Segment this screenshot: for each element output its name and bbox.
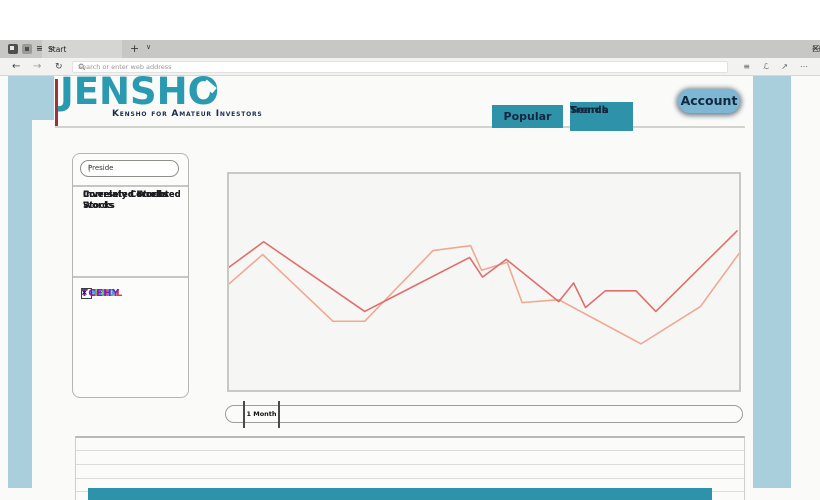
checkbox-tcehy[interactable] [81, 287, 92, 299]
address-bar[interactable]: Search or enter web address [72, 61, 728, 73]
minimize-button[interactable]: — [812, 44, 820, 54]
maximize-button[interactable]: □ [812, 44, 820, 54]
remove-ticker-icon[interactable]: × [81, 288, 88, 298]
jensho-logo: JENSHO [60, 71, 219, 113]
set-aside-tabs-icon[interactable] [8, 44, 18, 54]
logo-text: JENSH [60, 70, 188, 113]
search-trends-line2: Trends [570, 105, 608, 116]
menu-item-inversely-correlated-words[interactable]: Inversely Correlated Words [83, 190, 181, 211]
table-row-divider [76, 464, 744, 466]
close-window-button[interactable]: × [812, 44, 820, 54]
correlation-chart [227, 172, 741, 392]
chart-line-googl [229, 230, 738, 313]
menu-item-correlated-words[interactable]: Correlated Words [83, 190, 167, 200]
menu-item-inversely-correlated-stocks[interactable]: Inversely Correlated Stocks [83, 190, 181, 211]
reading-view-icon[interactable]: ≡ [743, 62, 750, 71]
slider-handle-right[interactable] [278, 401, 280, 428]
left-blue-strip-top [32, 76, 54, 120]
stock-search-input[interactable]: Preside | [80, 160, 179, 177]
ticker-symbol: GOOGL [81, 287, 123, 299]
more-options-icon[interactable]: ⋯ [800, 62, 808, 71]
search-trends-line1: Search [570, 105, 609, 116]
tab-title: Start [48, 44, 67, 54]
header-divider [55, 126, 745, 128]
slider-handle-left[interactable] [243, 401, 245, 428]
account-button[interactable]: Account [678, 89, 740, 113]
refresh-button[interactable]: ↻ [55, 62, 63, 72]
panel-divider [73, 276, 188, 278]
ticker-symbol: TCEHY [81, 287, 120, 299]
time-range-slider[interactable]: 1 Month [225, 401, 743, 428]
search-trends-button[interactable]: Search Trends [570, 102, 633, 131]
share-icon[interactable]: ↗ [781, 62, 788, 71]
menu-item-correlated-stocks[interactable]: Correlated Stocks [83, 190, 169, 200]
left-blue-strip [8, 76, 32, 488]
search-icon [78, 63, 86, 71]
ticker-symbol: YHOO [81, 287, 116, 299]
address-placeholder: Search or enter web address [78, 63, 172, 71]
bottom-teal-bar [88, 488, 712, 500]
browser-tab-start[interactable]: Start × [42, 40, 122, 58]
right-blue-strip [753, 76, 791, 488]
page-content: JENSHO Kensho for Amateur Investors Popu… [0, 71, 820, 500]
logo-o: O [187, 70, 220, 113]
table-row-divider [76, 450, 744, 452]
sidebar-panel: Preside | Correlated Stocks Inversely Cor… [72, 153, 189, 398]
slider-range-label: 1 Month [246, 410, 277, 418]
new-tab-button[interactable]: + [130, 42, 140, 55]
forward-button[interactable]: → [33, 61, 42, 72]
chart-canvas [229, 230, 739, 345]
logo-accent-line [55, 79, 58, 126]
web-note-icon[interactable]: ℒ [763, 62, 769, 71]
tab-close-icon[interactable]: × [48, 44, 55, 53]
text-caret: | [88, 164, 91, 172]
browser-tab-bar: ≡ Start × + ∨ — □ × [0, 40, 820, 58]
search-value: Preside [88, 164, 114, 172]
table-row-divider [76, 478, 744, 480]
browser-toolbar: ← → ↻ Search or enter web address ≡ ℒ ↗ … [0, 58, 820, 76]
chart-line-aapl [229, 244, 739, 345]
tab-preview-icon[interactable] [22, 44, 32, 54]
panel-divider [73, 185, 188, 187]
back-button[interactable]: ← [12, 61, 21, 72]
tagline: Kensho for Amateur Investors [112, 109, 263, 119]
ticker-symbol: AAPL [81, 287, 112, 299]
tab-dropdown-icon[interactable]: ∨ [146, 43, 152, 51]
popular-button[interactable]: Popular [492, 105, 563, 128]
tabs-menu-icon[interactable]: ≡ [36, 44, 43, 53]
ticker-symbol: AMZN [81, 287, 116, 299]
